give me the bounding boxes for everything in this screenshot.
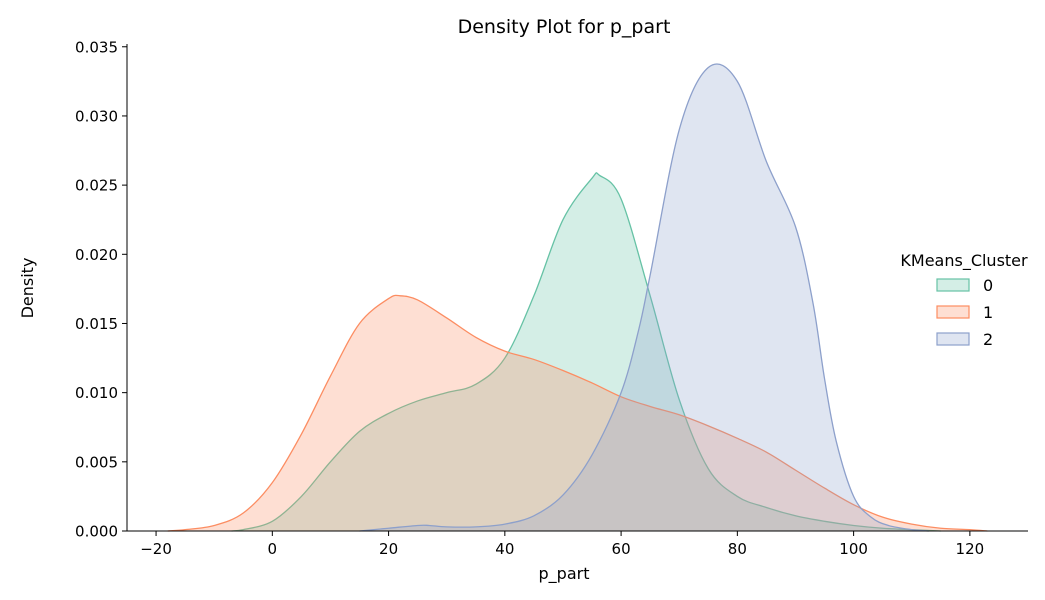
- series-0-fill: [231, 172, 941, 532]
- x-tick-label: 60: [612, 540, 631, 558]
- x-tick-label: 80: [728, 540, 747, 558]
- series-0-line: [231, 172, 941, 532]
- x-axis-label: p_part: [539, 564, 590, 584]
- series-1: [167, 294, 988, 532]
- y-tick-label: 0.015: [75, 315, 118, 333]
- x-tick-label: 120: [956, 540, 985, 558]
- y-tick-label: 0.030: [75, 107, 118, 125]
- x-ticks: −20 0 20 40 60 80 100 120: [140, 531, 984, 558]
- legend-swatch-1: [936, 305, 970, 319]
- legend-swatch-0: [936, 278, 970, 292]
- y-tick-label: 0.025: [75, 177, 118, 195]
- legend: KMeans_Cluster 0 1 2: [900, 251, 1028, 349]
- chart-title: Density Plot for p_part: [458, 16, 671, 38]
- y-tick-label: 0.020: [75, 246, 118, 264]
- series-2-line: [359, 63, 930, 532]
- axes: −20 0 20 40 60 80 100 120 0.0000.0050.0100.0150…: [75, 38, 1028, 558]
- x-tick-label: −20: [140, 540, 172, 558]
- y-ticks: 0.000 0.005 0.010 0.015 0.020 0.025 0.030 0.035: [75, 38, 127, 541]
- series-2: [359, 63, 930, 532]
- legend-entries: 0 1 2: [936, 276, 993, 349]
- y-axis-label: Density: [18, 258, 37, 319]
- y-tick-label: 0.010: [75, 384, 118, 402]
- legend-swatch-2: [936, 332, 970, 346]
- x-tick-label: 0: [268, 540, 278, 558]
- legend-label-2: 2: [983, 330, 993, 349]
- x-tick-label: 20: [379, 540, 398, 558]
- series-1-line: [167, 294, 988, 532]
- legend-label-0: 0: [983, 276, 993, 295]
- y-tick-label: 0.000: [75, 523, 118, 541]
- x-tick-label: 100: [839, 540, 868, 558]
- y-tick-label: 0.035: [75, 38, 118, 56]
- density-areas: [167, 63, 988, 532]
- legend-title: KMeans_Cluster: [900, 251, 1028, 271]
- y-tick-label: 0.005: [75, 453, 118, 471]
- series-1-fill: [167, 295, 988, 531]
- series-2-fill: [359, 63, 930, 532]
- legend-label-1: 1: [983, 303, 993, 322]
- series-0: [231, 172, 941, 532]
- x-tick-label: 40: [495, 540, 514, 558]
